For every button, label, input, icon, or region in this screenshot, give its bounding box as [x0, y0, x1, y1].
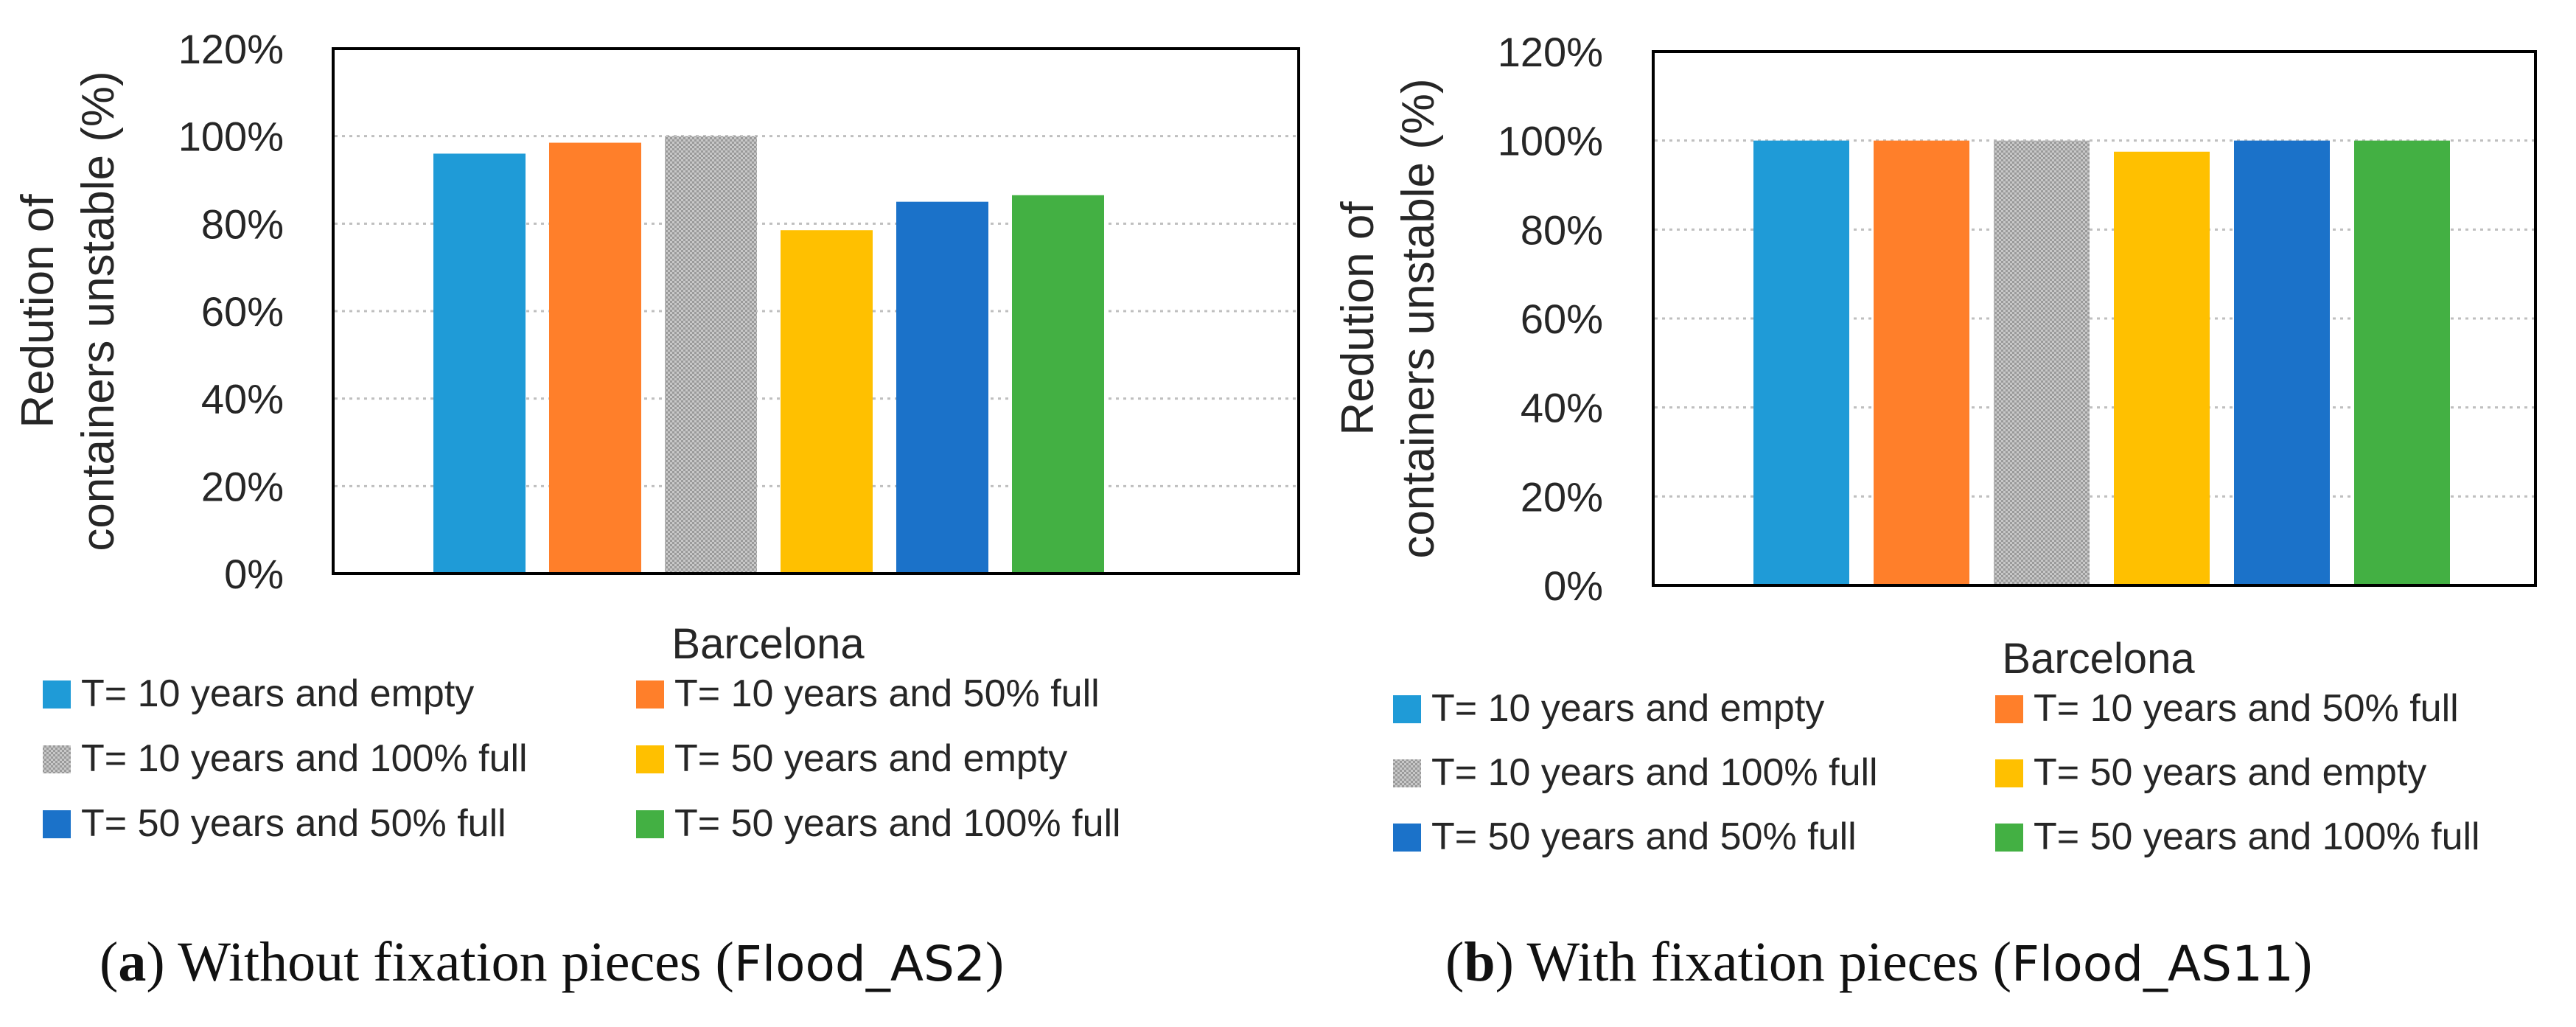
y-tick-label: 60%	[1521, 296, 1603, 342]
caption-title: ) With fixation pieces (	[1495, 931, 2011, 993]
caption-open-paren: (	[100, 931, 118, 993]
legend-swatch	[1393, 759, 1421, 787]
caption-close-paren: )	[985, 931, 1004, 993]
legend-label: T= 10 years and 100% full	[81, 737, 528, 780]
figure-caption: (b) With fixation pieces (Flood_AS11)	[1445, 931, 2312, 993]
y-axis-label-line2: containers unstable (%)	[1393, 78, 1444, 558]
bar	[1012, 195, 1104, 574]
legend-swatch	[636, 680, 664, 709]
legend-swatch	[1995, 824, 2023, 852]
y-tick-label: 100%	[1498, 118, 1603, 164]
bar	[2354, 140, 2450, 585]
y-tick-label: 80%	[201, 201, 284, 247]
y-axis-label-line1: Redution of	[1333, 201, 1383, 436]
caption-scenario-code: Flood_AS11	[2011, 936, 2294, 992]
y-tick-label: 60%	[201, 288, 284, 335]
legend-label: T= 50 years and 100% full	[674, 802, 1121, 845]
legend-swatch	[1995, 695, 2023, 723]
y-tick-label: 100%	[178, 114, 284, 160]
legend-swatch	[43, 810, 71, 838]
chart-panel-a: 0% 20% 40% 60% 80% 100% 120% Barcelona Redution …	[13, 26, 1300, 993]
bar	[665, 136, 757, 574]
legend-label: T= 10 years and 50% full	[2034, 687, 2459, 730]
caption-open-paren: (	[1445, 931, 1464, 993]
legend-swatch	[636, 745, 664, 773]
legend-swatch	[636, 810, 664, 838]
bar	[549, 142, 641, 574]
bar	[1874, 140, 1969, 585]
y-tick-label: 80%	[1521, 206, 1603, 253]
legend-label: T= 50 years and 50% full	[1431, 815, 1857, 858]
bar	[781, 230, 873, 574]
y-tick-label: 120%	[1498, 29, 1603, 75]
x-category-label: Barcelona	[2002, 635, 2195, 683]
legend-label: T= 10 years and 100% full	[1431, 751, 1878, 794]
legend-label: T= 50 years and 100% full	[2034, 815, 2480, 858]
x-category-label: Barcelona	[671, 620, 865, 668]
y-tick-label: 40%	[1521, 385, 1603, 431]
bar	[2234, 140, 2330, 585]
legend-swatch	[1995, 759, 2023, 787]
legend-label: T= 10 years and empty	[81, 672, 474, 715]
legend-label: T= 50 years and 50% full	[81, 802, 506, 845]
figure-caption: (a) Without fixation pieces (Flood_AS2)	[100, 931, 1004, 993]
legend-swatch	[43, 745, 71, 773]
bar	[896, 201, 988, 574]
legend-label: T= 10 years and 50% full	[674, 672, 1100, 715]
chart-panel-b: 0% 20% 40% 60% 80% 100% 120% Barcelona Redution …	[1333, 29, 2537, 993]
y-tick-label: 20%	[201, 463, 284, 509]
caption-panel-letter: b	[1464, 931, 1495, 993]
y-axis-label-line2: containers unstable (%)	[73, 71, 124, 551]
legend-label: T= 50 years and empty	[674, 737, 1067, 780]
y-tick-label: 40%	[201, 376, 284, 422]
legend-swatch	[1393, 824, 1421, 852]
legend-swatch	[1393, 695, 1421, 723]
y-tick-label: 20%	[1521, 473, 1603, 520]
caption-close-paren: )	[2294, 931, 2312, 993]
legend-label: T= 10 years and empty	[1431, 687, 1824, 730]
y-tick-label: 0%	[224, 551, 284, 597]
bar	[433, 153, 526, 574]
legend-label: T= 50 years and empty	[2034, 751, 2426, 794]
y-axis-label-line1: Redution of	[13, 194, 63, 428]
caption-title: ) Without fixation pieces (	[146, 931, 734, 993]
bar	[2114, 151, 2210, 585]
bar	[1994, 140, 2090, 585]
caption-panel-letter: a	[118, 931, 146, 993]
y-tick-label: 0%	[1543, 563, 1603, 609]
legend-swatch	[43, 680, 71, 709]
bar	[1753, 140, 1849, 585]
y-tick-label: 120%	[178, 26, 284, 72]
caption-scenario-code: Flood_AS2	[734, 936, 985, 992]
